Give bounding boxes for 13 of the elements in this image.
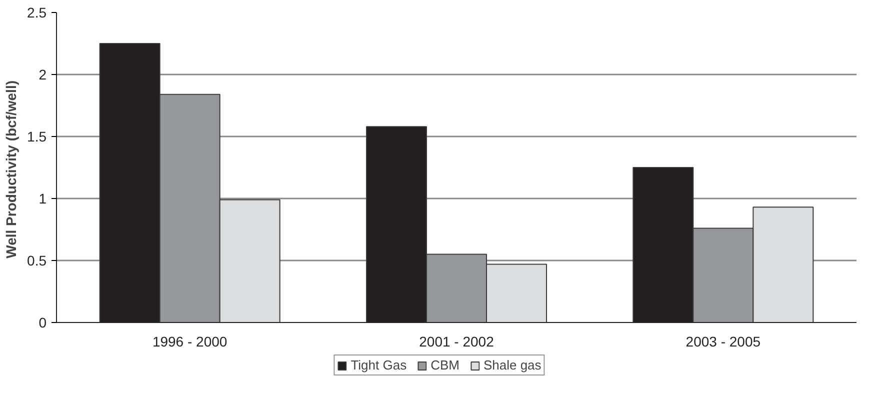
x-tick-label: 2001 - 2002 (419, 334, 494, 350)
x-tick-label: 2003 - 2005 (686, 334, 761, 350)
legend-label: CBM (430, 358, 460, 372)
legend-label: Tight Gas (350, 358, 407, 372)
y-tick-label: 0.5 (27, 252, 47, 268)
y-tick-label: 2 (38, 66, 47, 82)
y-axis-title: Well Productivity (bcf/well) (3, 80, 20, 258)
y-tick-label: 1.5 (27, 128, 47, 144)
y-tick-label: 2.5 (27, 4, 47, 20)
legend-label: Shale gas (483, 358, 542, 372)
y-tick-label: 1 (38, 190, 47, 206)
x-tick-label: 1996 - 2000 (152, 334, 228, 350)
y-tick-label: 0 (38, 314, 47, 330)
